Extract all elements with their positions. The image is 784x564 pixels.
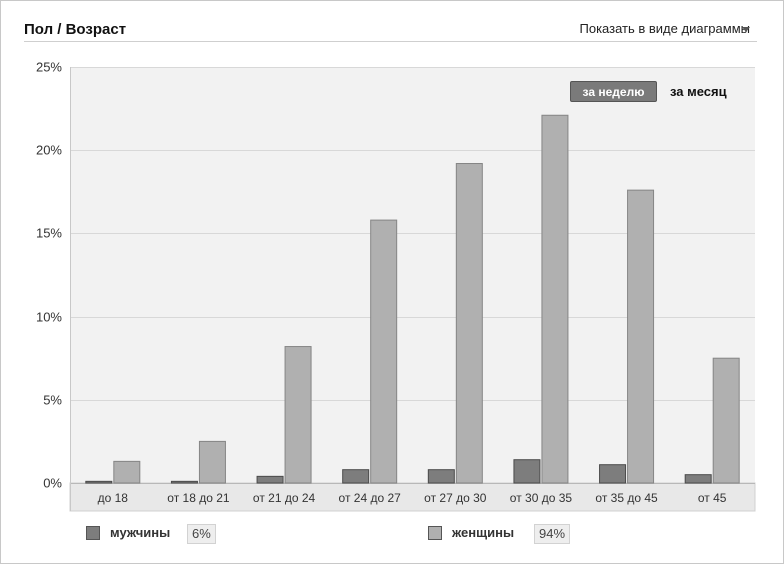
category-band xyxy=(69,482,756,512)
x-category-label: от 27 до 30 xyxy=(424,491,487,505)
y-tick-label: 0% xyxy=(43,476,62,491)
bar-female xyxy=(284,346,312,484)
legend-male-percent: 6% xyxy=(187,524,216,544)
period-week-button[interactable]: за неделю xyxy=(570,81,657,102)
bar-male xyxy=(170,480,198,484)
bar-female xyxy=(455,163,483,484)
bar-male xyxy=(342,469,370,484)
y-tick-label: 5% xyxy=(43,393,62,408)
bar-male xyxy=(684,474,712,484)
show-as-chart-link[interactable]: Показать в виде диаграммы xyxy=(579,21,751,36)
widget-title: Пол / Возраст xyxy=(24,21,127,38)
bar-female xyxy=(627,189,655,484)
y-tick-label: 20% xyxy=(36,143,62,158)
legend-male-swatch xyxy=(86,526,100,540)
bar-male xyxy=(599,464,627,484)
bar-female xyxy=(712,357,740,484)
legend-female-percent: 94% xyxy=(534,524,571,544)
chevron-down-icon[interactable] xyxy=(742,27,750,32)
legend-female-label: женщины xyxy=(452,525,515,540)
y-tick-label: 10% xyxy=(36,310,62,325)
x-category-label: от 35 до 45 xyxy=(595,491,658,505)
x-category-label: от 24 до 27 xyxy=(339,491,402,505)
y-tick-label: 25% xyxy=(36,60,62,75)
header-divider xyxy=(24,41,757,42)
x-category-label: до 18 xyxy=(98,491,129,505)
x-category-label: от 30 до 35 xyxy=(510,491,573,505)
bar-female xyxy=(198,440,226,484)
bar-female xyxy=(370,219,398,484)
bar-male xyxy=(85,480,113,484)
x-category-label: от 18 до 21 xyxy=(167,491,230,505)
bar-male xyxy=(256,475,284,484)
legend-female-swatch xyxy=(428,526,442,540)
x-category-label: от 45 xyxy=(698,491,727,505)
bar-male xyxy=(427,469,455,484)
period-month-button[interactable]: за месяц xyxy=(670,84,727,99)
bar-female xyxy=(541,114,569,484)
bar-female xyxy=(113,460,141,484)
y-tick-label: 15% xyxy=(36,226,62,241)
legend-male-label: мужчины xyxy=(110,525,171,540)
bar-male xyxy=(513,459,541,484)
x-category-label: от 21 до 24 xyxy=(253,491,316,505)
